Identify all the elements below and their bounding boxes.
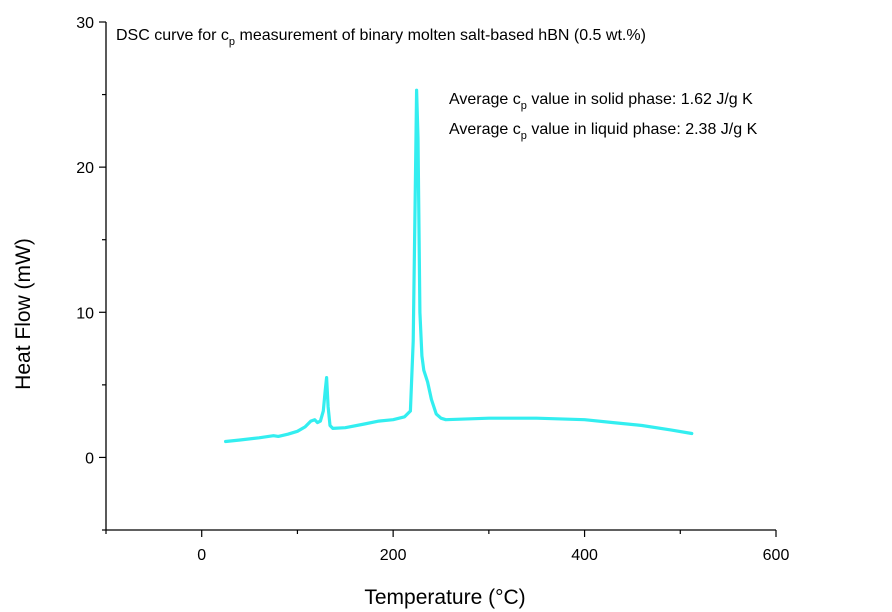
x-tick-label: 0: [197, 547, 206, 564]
annotation-solid-phase: Average cp value in solid phase: 1.62 J/…: [449, 91, 753, 112]
ticks: 0 200 400 600 0 10 20 30: [76, 15, 789, 564]
y-tick-label: 20: [76, 160, 94, 177]
x-tick-label: 600: [763, 547, 790, 564]
axes: [105, 22, 776, 531]
x-tick-label: 400: [571, 547, 598, 564]
x-tick-label: 200: [380, 547, 407, 564]
x-axis-title: Temperature (°C): [364, 586, 525, 609]
series: [224, 88, 694, 444]
annotation-liquid-phase: Average cp value in liquid phase: 2.38 J…: [449, 121, 758, 142]
y-tick-label: 30: [76, 15, 94, 32]
dsc-series-line: [224, 88, 694, 444]
y-tick-label: 0: [85, 450, 94, 467]
y-axis-title: Heat Flow (mW): [12, 238, 35, 390]
y-tick-label: 10: [76, 305, 94, 322]
chart-title: DSC curve for cp measurement of binary m…: [116, 27, 646, 48]
